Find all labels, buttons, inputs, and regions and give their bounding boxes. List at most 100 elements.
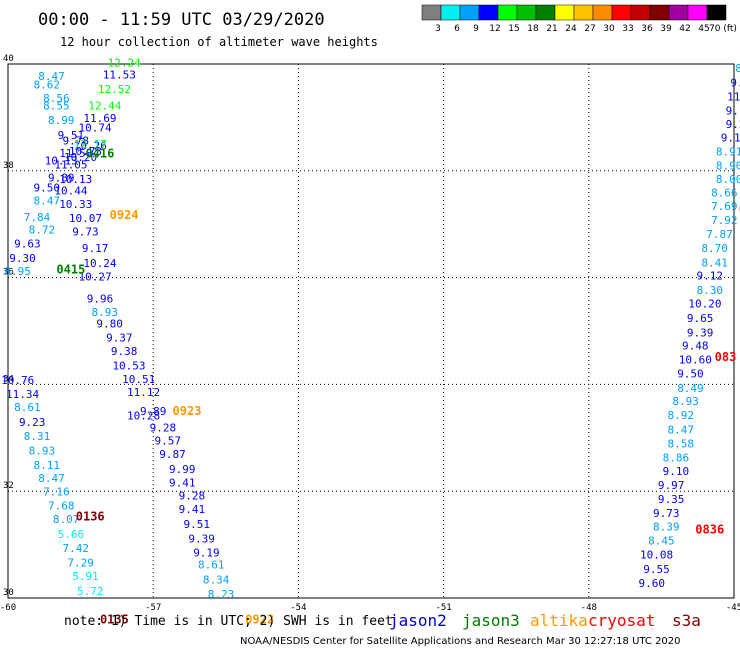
colorbar-swatch bbox=[611, 4, 632, 21]
wave-height-value: 9.48 bbox=[682, 340, 709, 353]
wave-height-value: 8.00 bbox=[716, 173, 740, 186]
wave-height-value: 8.92 bbox=[668, 409, 695, 422]
x-tick-label: -45 bbox=[726, 603, 740, 613]
chart-subtitle: 12 hour collection of altimeter wave hei… bbox=[60, 35, 378, 49]
wave-height-value: 8.30 bbox=[697, 284, 724, 297]
wave-height-value: 9.17 bbox=[82, 242, 109, 255]
colorbar-label: 6 bbox=[454, 24, 460, 34]
legend-jason3: jason3 bbox=[462, 611, 520, 630]
wave-height-value: 8.43 bbox=[735, 62, 740, 75]
wave-height-value: 10.13 bbox=[59, 173, 92, 186]
wave-height-value: 10.24 bbox=[83, 257, 116, 270]
colorbar-swatch bbox=[535, 4, 556, 21]
colorbar-label: 21 bbox=[546, 24, 557, 34]
wave-height-value: 8.07 bbox=[53, 513, 80, 526]
wave-height-value: 9.39 bbox=[188, 532, 215, 545]
x-tick-label: -51 bbox=[435, 603, 451, 613]
y-tick-label: 32 bbox=[3, 481, 14, 491]
wave-height-value: 9.41 bbox=[169, 476, 196, 489]
wave-height-value: 9.05 bbox=[730, 76, 740, 89]
colorbar-swatch bbox=[516, 4, 537, 21]
wave-height-value: 9.28 bbox=[150, 421, 177, 434]
wave-height-value: 9.30 bbox=[9, 252, 36, 265]
wave-height-value: 10.26 bbox=[74, 139, 107, 152]
wave-height-value: 8.41 bbox=[701, 256, 728, 269]
wave-height-value: 10.33 bbox=[59, 198, 92, 211]
plot-frame bbox=[7, 63, 735, 599]
wave-height-value: 9.65 bbox=[687, 312, 714, 325]
wave-height-value: 12.52 bbox=[98, 83, 131, 96]
wave-height-value: 11.34 bbox=[6, 388, 39, 401]
wave-height-value: 8.34 bbox=[203, 574, 230, 587]
wave-height-value: 12.17 bbox=[74, 138, 107, 151]
wave-height-value: 7.68 bbox=[48, 499, 75, 512]
wave-height-value: 8.45 bbox=[648, 535, 675, 548]
wave-height-value: 9.23 bbox=[19, 416, 46, 429]
wave-height-value: 9.73 bbox=[72, 225, 99, 238]
wave-height-value: 8.91 bbox=[716, 145, 740, 158]
wave-height-value: 9.28 bbox=[179, 490, 206, 503]
colorbar-swatch bbox=[687, 4, 708, 21]
wave-height-value: 10.07 bbox=[69, 212, 102, 225]
colorbar-label: 39 bbox=[660, 24, 672, 34]
wave-height-value: 11.05 bbox=[54, 159, 87, 172]
wave-height-value: 8.66 bbox=[711, 186, 738, 199]
wave-height-value: 7.69 bbox=[711, 200, 738, 213]
wave-height-value: 8.55 bbox=[43, 99, 70, 112]
wave-height-value: 8.11 bbox=[33, 459, 60, 472]
wave-height-value: 9.19 bbox=[193, 546, 220, 559]
wave-height-value: 10.28 bbox=[127, 410, 160, 423]
wave-height-value: 10.13 bbox=[45, 154, 78, 167]
wave-height-value: 9.51 bbox=[58, 129, 85, 142]
wave-height-value: 10.08 bbox=[640, 548, 673, 561]
colorbar-swatch bbox=[440, 4, 461, 21]
wave-height-value: 9.89 bbox=[48, 171, 75, 184]
legend-s3a: s3a bbox=[672, 611, 701, 630]
wave-height-value: 11.53 bbox=[103, 68, 136, 81]
colorbar-swatch bbox=[478, 4, 499, 21]
colorbar-label: 24 bbox=[565, 24, 577, 34]
wave-height-value: 8.47 bbox=[38, 70, 65, 83]
colorbar-swatch bbox=[459, 4, 480, 21]
chart-title: 00:00 - 11:59 UTC 03/29/2020 bbox=[38, 10, 325, 30]
wave-height-value: 9.80 bbox=[96, 317, 123, 330]
wave-height-value: 9.39 bbox=[687, 326, 714, 339]
wave-height-value: 10.74 bbox=[79, 121, 112, 134]
y-tick-label: 40 bbox=[3, 54, 14, 64]
wave-height-value: 10.53 bbox=[112, 359, 145, 372]
wave-height-value: 8.95 bbox=[4, 265, 31, 278]
colorbar-label: 27 bbox=[584, 24, 595, 34]
wave-height-value: 9.24 bbox=[726, 118, 740, 131]
colorbar-label: 42 bbox=[679, 24, 690, 34]
wave-height-value: 9.51 bbox=[184, 518, 211, 531]
pass-time-label: 0922 bbox=[245, 613, 274, 627]
wave-height-value: 8.70 bbox=[701, 242, 728, 255]
colorbar-label: 15 bbox=[508, 24, 519, 34]
wave-height-value: 8.47 bbox=[38, 472, 65, 485]
colorbar-label: 30 bbox=[603, 24, 615, 34]
colorbar-legend: 3 6 9 12 15 18 21 24 27 30 33 36 39 42 45 70 (ft) bbox=[421, 4, 737, 34]
wave-height-value: 7.29 bbox=[67, 556, 94, 569]
pass-time-label: 0416 bbox=[85, 146, 114, 160]
wave-height-value: 8.61 bbox=[14, 401, 41, 414]
wave-height-value: 7.92 bbox=[711, 214, 738, 227]
colorbar-swatch bbox=[706, 4, 727, 21]
wave-height-value: 8.93 bbox=[29, 444, 56, 457]
wave-height-value: 8.47 bbox=[668, 424, 695, 437]
wave-height-value: 8.49 bbox=[677, 382, 704, 395]
wave-height-value: 9.37 bbox=[106, 332, 133, 345]
pass-time-labels: 0416 0415 0924 0923 0922 0136 0135 0 083 0836 bbox=[56, 146, 740, 626]
wave-height-value: 9.87 bbox=[159, 448, 186, 461]
wave-height-value: 9.63 bbox=[14, 238, 41, 251]
axis-ticks: -60 -57 -54 -51 -48 -45 40 38 36 34 32 30 bbox=[0, 54, 740, 613]
wave-height-value: 9.89 bbox=[140, 405, 167, 418]
wave-height-value: 9.12 bbox=[697, 270, 724, 283]
y-tick-label: 30 bbox=[3, 588, 14, 598]
wave-height-value: 8.56 bbox=[43, 92, 70, 105]
x-tick-label: -57 bbox=[145, 603, 161, 613]
wave-height-value: 9.41 bbox=[179, 503, 206, 516]
wave-height-value: 7.16 bbox=[43, 485, 70, 498]
wave-height-value: 9.35 bbox=[658, 493, 685, 506]
colorbar-label: 45 bbox=[698, 24, 709, 34]
